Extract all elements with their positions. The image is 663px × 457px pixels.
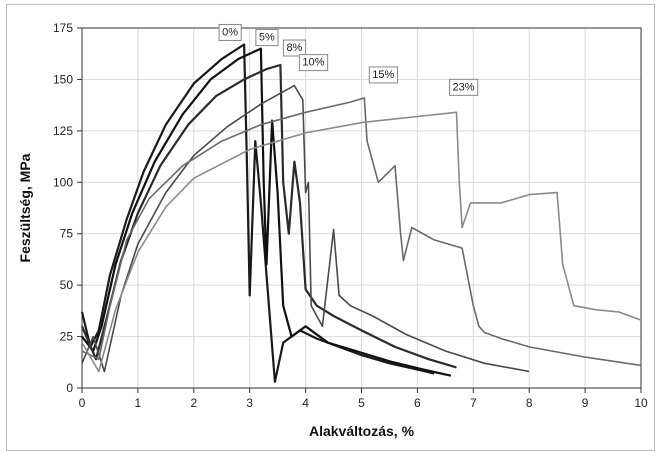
y-tick-label: 25	[60, 330, 74, 344]
x-tick-label: 8	[526, 396, 533, 410]
x-tick-label: 0	[79, 396, 86, 410]
y-tick-label: 100	[53, 175, 73, 189]
chart-frame	[6, 4, 655, 451]
series-label-text: 8%	[286, 42, 302, 54]
series-line	[81, 97, 642, 367]
x-tick-label: 2	[190, 396, 197, 410]
series-line	[80, 43, 435, 383]
series-label-box	[368, 66, 399, 84]
y-axis-title: Feszültség, MPa	[17, 153, 33, 262]
series-label-box	[449, 78, 479, 96]
series-label: 15%	[368, 66, 399, 84]
series-label-text: 10%	[302, 57, 324, 69]
x-tick-label: 4	[302, 396, 309, 410]
series-label-text: 0%	[222, 26, 238, 38]
y-tick-label: 125	[53, 124, 73, 138]
y-tick-label: 75	[60, 227, 74, 241]
series-label: 10%	[298, 54, 329, 72]
y-tick-label: 175	[53, 21, 73, 35]
series-label: 23%	[449, 78, 479, 96]
series-line	[81, 111, 642, 373]
series-label-box	[282, 39, 307, 57]
series-line	[80, 63, 457, 369]
series-annotations: 0% 5% 8%10% 15% 23%	[218, 23, 479, 96]
x-tick-label: 3	[246, 396, 253, 410]
series-label-text: 15%	[372, 69, 394, 81]
series-label-box	[298, 54, 329, 72]
series-label: 8%	[282, 39, 307, 57]
x-tick-label: 10	[634, 396, 648, 410]
series-line	[81, 84, 530, 373]
x-tick-label: 6	[414, 396, 421, 410]
series-label: 0%	[218, 23, 242, 41]
series-lines	[80, 43, 642, 383]
series-label-box	[218, 23, 242, 41]
x-tick-label: 7	[470, 396, 477, 410]
x-axis-title: Alakváltozás, %	[309, 423, 415, 439]
series-line	[81, 47, 452, 377]
y-tick-label: 50	[60, 278, 74, 292]
x-tick-label: 1	[135, 396, 142, 410]
series-label-box	[255, 29, 279, 47]
x-tick-label: 5	[358, 396, 365, 410]
x-tick-label: 9	[582, 396, 589, 410]
y-tick-label: 0	[66, 381, 73, 395]
series-label-text: 5%	[259, 32, 275, 44]
series-label: 5%	[255, 29, 279, 47]
series-label-text: 23%	[453, 81, 475, 93]
y-tick-label: 150	[53, 72, 73, 86]
